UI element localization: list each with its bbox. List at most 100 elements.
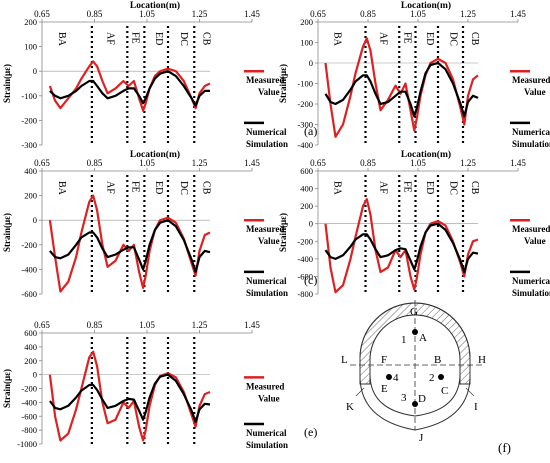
x-tick-label: 0.65 xyxy=(34,320,50,330)
y-tick-label: -300 xyxy=(297,120,313,130)
region-label-ed: ED xyxy=(153,181,164,194)
y-tick-label: 0 xyxy=(309,58,313,68)
cross-section-diagram: G A 1 L F B H 4 2 E C K I 3 D J (f) xyxy=(341,300,511,455)
x-axis-title: Location(m) xyxy=(130,149,180,160)
x-tick-label: 1.05 xyxy=(139,320,155,330)
region-label-af: AF xyxy=(105,32,116,45)
region-label-ed: ED xyxy=(424,181,435,194)
region-label-af: AF xyxy=(378,181,389,194)
legend-label-numerical-2: Simulation xyxy=(246,288,288,298)
gauge-dot-2 xyxy=(438,374,444,380)
region-label-fe: FE xyxy=(401,181,412,193)
y-tick-label: -400 xyxy=(21,264,37,274)
y-axis-title: Strain(με) xyxy=(278,213,288,252)
x-tick-label: 0.85 xyxy=(360,9,376,19)
point-label-h: H xyxy=(478,354,486,366)
panel-label: (e) xyxy=(304,425,317,439)
y-axis-title: Strain(με) xyxy=(278,64,288,103)
point-label-k: K xyxy=(346,401,354,413)
y-tick-label: -600 xyxy=(297,271,313,281)
chart-panels: 0.65 0.85 1.05 1.25 1.45 Location(m) 2 0 0 100 0 -1… xyxy=(2,0,550,450)
y-axis-title: Strain(με) xyxy=(2,64,12,103)
y-tick-label: -200 xyxy=(297,236,313,246)
region-label-ba: BA xyxy=(331,181,342,196)
region-label-cb: CB xyxy=(469,32,480,46)
x-tick-label: 1.25 xyxy=(192,158,208,168)
legend-label-numerical-2: Simulation xyxy=(246,139,288,149)
gauge-dot-3 xyxy=(412,401,418,407)
x-tick-label: 1.05 xyxy=(139,158,155,168)
series-line-numerical xyxy=(49,219,211,273)
point-label-e: E xyxy=(381,383,388,395)
series-line-numerical xyxy=(324,222,479,274)
chart-panel-1: 0.65 0.85 1.05 1.25 1.45 Location(m) 200 100 0 -1… xyxy=(2,0,317,150)
panel-label: (a) xyxy=(304,124,317,138)
legend-label-numerical-1: Numerical xyxy=(246,428,287,438)
x-tick-label: 1.25 xyxy=(460,158,476,168)
chart-panel-4: 0.65 0.85 1.05 1.25 1.45 Location(m) 600 400 200… xyxy=(278,149,550,299)
series-line-measured xyxy=(48,350,211,442)
y-tick-label: 100 xyxy=(300,38,313,48)
point-label-d: D xyxy=(418,393,426,405)
outer-boundary xyxy=(359,302,471,431)
gauge-label-4: 4 xyxy=(393,372,399,384)
x-tick-label: 1.25 xyxy=(192,9,208,19)
series-line-numerical xyxy=(49,70,210,107)
y-tick-label: 600 xyxy=(24,328,37,338)
region-label-ed: ED xyxy=(153,32,164,45)
y-tick-label: -100 xyxy=(297,79,313,89)
point-label-j: J xyxy=(419,432,424,444)
gauge-label-1: 1 xyxy=(401,334,407,346)
region-label-af: AF xyxy=(378,32,389,45)
region-label-dc: DC xyxy=(178,32,189,46)
x-tick-label: 0.85 xyxy=(360,158,376,168)
legend-label-measured-2: Value xyxy=(524,236,546,246)
leader-line-k xyxy=(355,387,365,397)
region-label-fe: FE xyxy=(130,32,141,44)
y-tick-label: -200 xyxy=(21,384,37,394)
legend-label-measured-1: Measured xyxy=(246,75,284,85)
region-label-fe: FE xyxy=(130,181,141,193)
y-tick-label: -400 xyxy=(297,254,313,264)
region-label-dc: DC xyxy=(178,181,189,195)
point-label-l: L xyxy=(341,354,348,366)
leader-line-i xyxy=(465,387,475,397)
legend-label-numerical-2: Simulation xyxy=(246,440,288,450)
y-tick-label: -800 xyxy=(21,425,37,435)
chart-panel-2: 0.65 0.85 1.05 1.25 1.45 Location(m) 200 100 0 -1… xyxy=(278,0,550,150)
legend-label-numerical-1: Numerical xyxy=(246,127,287,137)
region-label-ba: BA xyxy=(331,32,342,47)
y-tick-label: -200 xyxy=(297,99,313,109)
gauge-label-2: 2 xyxy=(429,372,435,384)
y-axis-title: Strain(με) xyxy=(2,213,12,252)
region-label-cb: CB xyxy=(469,181,480,195)
chart-panel-3: 0.65 0.85 1.05 1.25 1.45 Location(m) 400 200 0 -2… xyxy=(2,149,317,299)
y-tick-label: -800 xyxy=(297,289,313,299)
point-label-c: C xyxy=(441,385,448,397)
legend-label-numerical-1: Numerical xyxy=(512,127,550,137)
x-tick-label: 1.45 xyxy=(510,158,526,168)
x-tick-label: 0.85 xyxy=(87,320,103,330)
y-tick-label: -600 xyxy=(21,289,37,299)
x-tick-label: 0.85 xyxy=(87,158,103,168)
x-tick-label: 0.65 xyxy=(34,9,50,19)
x-axis-title: Location(m) xyxy=(130,0,180,11)
x-tick-label: 1.05 xyxy=(410,9,426,19)
y-tick-label: 0 xyxy=(309,219,313,229)
x-tick-label: 1.45 xyxy=(244,158,260,168)
x-tick-label: 1.25 xyxy=(460,9,476,19)
gauge-dot-1 xyxy=(412,329,418,335)
legend-label-measured-2: Value xyxy=(258,393,280,403)
point-label-b: B xyxy=(434,354,441,366)
series-line-measured xyxy=(48,60,211,112)
y-tick-label: 400 xyxy=(24,166,37,176)
legend-label-numerical-2: Simulation xyxy=(512,288,550,298)
region-label-fe: FE xyxy=(401,32,412,44)
y-tick-label: -100 xyxy=(21,91,37,101)
y-tick-label: -300 xyxy=(21,140,37,150)
y-tick-label: -600 xyxy=(21,411,37,421)
legend-label-measured-2: Value xyxy=(258,87,280,97)
x-tick-label: 0.85 xyxy=(87,9,103,19)
y-tick-label: 0 xyxy=(33,215,37,225)
gauge-dot-4 xyxy=(386,374,392,380)
